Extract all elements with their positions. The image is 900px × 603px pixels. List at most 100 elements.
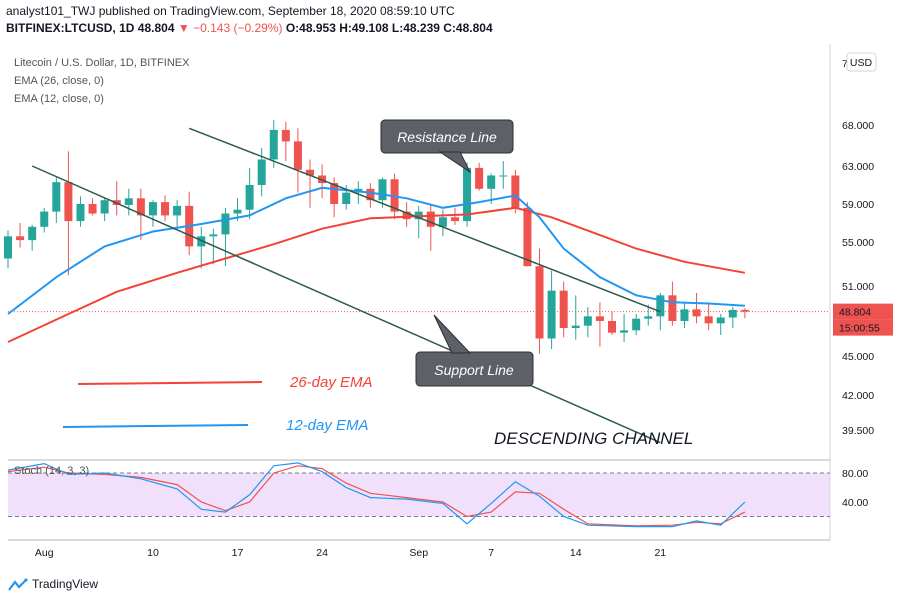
candle	[644, 304, 653, 326]
channel-label: DESCENDING CHANNEL	[494, 429, 693, 448]
candle-body	[16, 236, 25, 241]
candle-body	[306, 169, 314, 176]
candle	[173, 200, 182, 227]
candle	[148, 200, 157, 227]
candle	[632, 314, 641, 335]
candle-body	[209, 234, 218, 237]
candle-body	[740, 309, 749, 312]
candle-body	[161, 202, 170, 216]
candle-body	[64, 182, 73, 222]
candle-body	[704, 316, 713, 324]
candle	[475, 162, 484, 191]
time-tick: 10	[147, 547, 159, 559]
candle-body	[632, 318, 641, 331]
candle-body	[656, 295, 665, 317]
candle	[161, 195, 170, 222]
candle	[595, 302, 604, 347]
time-tick: Sep	[409, 547, 428, 559]
stoch-band	[8, 473, 830, 517]
time-tick: 24	[316, 547, 328, 559]
candle	[88, 198, 97, 216]
candle-body	[173, 205, 182, 216]
main-pane[interactable]	[8, 44, 830, 460]
legend-ema12: EMA (12, close, 0)	[14, 93, 104, 105]
currency-label: USD	[850, 57, 873, 69]
candle-body	[28, 226, 37, 241]
candle-body	[692, 309, 701, 317]
candle	[124, 188, 133, 216]
candle	[426, 204, 435, 251]
price-tick-top-partial: 7	[842, 58, 848, 70]
candle-body	[547, 290, 556, 339]
candle-body	[475, 167, 484, 189]
resistance-callout[interactable]: Resistance Line	[380, 119, 514, 174]
candle-body	[450, 217, 459, 222]
candle	[306, 159, 314, 208]
ema26-key-line	[77, 381, 263, 385]
price-tick: 59.000	[842, 199, 874, 211]
down-arrow-icon: ▼	[177, 21, 190, 35]
candle	[559, 281, 568, 338]
candle-body	[583, 316, 592, 326]
price-tick: 51.000	[842, 281, 874, 293]
candle-body	[535, 266, 544, 339]
candle-body	[620, 330, 629, 333]
price-tick: 39.500	[842, 425, 874, 437]
stoch-k-line	[7, 462, 746, 528]
symbol-line: BITFINEX:LTCUSD, 1D 48.804 ▼ −0.143 (−0.…	[6, 21, 493, 35]
candle	[511, 169, 520, 214]
resistance-label: Resistance Line	[397, 129, 497, 145]
candle	[571, 295, 580, 340]
ohlc-values: O:48.953 H:49.108 L:48.239 C:48.804	[285, 21, 493, 35]
candle	[52, 177, 61, 223]
ema12-line	[7, 186, 745, 315]
time-axis[interactable]: Aug 10 17 24 Sep 7 14 21	[35, 547, 666, 559]
candle-body	[438, 217, 447, 227]
candle-body	[197, 236, 206, 247]
candle-body	[668, 295, 677, 321]
candle-body	[76, 204, 85, 222]
candle	[366, 183, 375, 208]
candle	[740, 308, 749, 319]
candle	[221, 207, 230, 267]
candle-body	[4, 236, 12, 259]
time-tick: 7	[488, 547, 494, 559]
price-change: −0.143 (−0.29%)	[193, 21, 283, 35]
candle-body	[559, 290, 568, 328]
candle-body	[595, 316, 604, 321]
tradingview-logo-icon	[8, 578, 28, 591]
ema26-line	[7, 206, 746, 343]
candle-body	[293, 141, 302, 170]
price-axis[interactable]: 39.500 42.000 45.000 51.000 55.000 59.000 63.0…	[842, 120, 874, 437]
candle-body	[571, 325, 580, 328]
time-tick: Aug	[35, 547, 54, 559]
candle-body	[523, 207, 532, 267]
candle-body	[608, 321, 616, 333]
candle-body	[100, 200, 109, 214]
currency-button[interactable]	[846, 52, 877, 72]
candle-body	[40, 211, 49, 227]
time-tick: 17	[232, 547, 244, 559]
candle-body	[426, 211, 435, 227]
candle	[583, 307, 592, 338]
candle	[450, 207, 459, 225]
candle-body	[233, 209, 242, 214]
tradingview-brand[interactable]: TradingView	[8, 577, 98, 592]
candle-body	[487, 175, 496, 189]
price-tick: 68.000	[842, 120, 874, 132]
candle	[680, 302, 689, 328]
candle	[16, 223, 25, 248]
stoch-axis: 80.00 40.00	[842, 468, 868, 509]
support-trendline[interactable]	[31, 165, 661, 444]
candle	[245, 167, 254, 220]
brand-label: TradingView	[32, 577, 99, 591]
candle	[704, 302, 713, 331]
support-callout[interactable]: Support Line	[415, 314, 534, 387]
candle-body	[680, 309, 689, 321]
candle	[668, 281, 677, 326]
resistance-trendline[interactable]	[188, 127, 661, 313]
candle-body	[511, 175, 520, 208]
candle	[281, 121, 290, 162]
candle	[523, 202, 532, 267]
